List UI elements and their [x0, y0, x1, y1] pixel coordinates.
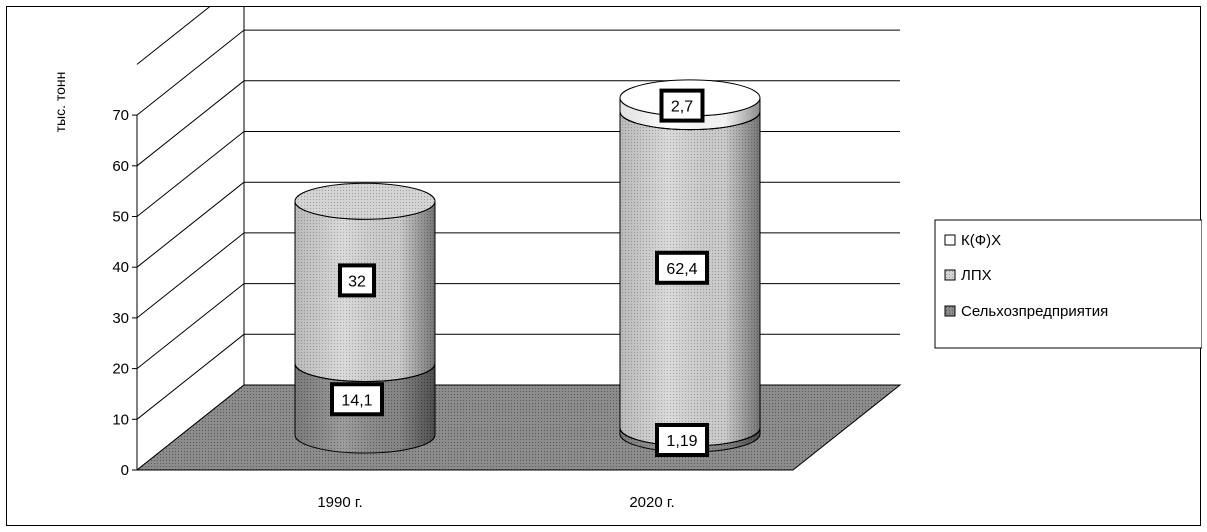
- legend-swatch-lph: [944, 269, 956, 281]
- chart-frame: 0 10 20 30 40 50 60 70 тыс. тонн 1990 г. 2020 г…: [6, 6, 1202, 526]
- legend-swatch-agro: [944, 305, 956, 317]
- legend-label-kfh: К(Ф)Х: [961, 232, 1001, 249]
- x-tick-label-1990: 1990 г.: [317, 494, 362, 511]
- chart-canvas: 0 10 20 30 40 50 60 70 тыс. тонн 1990 г. 2020 г…: [52, 7, 1202, 511]
- grid-diagonal-line: [136, 29, 245, 116]
- y-tick-label: 20: [112, 361, 129, 378]
- y-tick-label: 60: [112, 158, 129, 175]
- data-label: 32: [338, 263, 376, 298]
- x-tick-label-2020: 2020 г.: [629, 494, 674, 511]
- y-tick-label: 10: [112, 411, 129, 428]
- bar-top-cap: [294, 182, 436, 220]
- svg-text:1,19: 1,19: [666, 433, 697, 450]
- svg-text:2,7: 2,7: [671, 99, 693, 116]
- grid-diagonal-line: [136, 232, 245, 319]
- grid-diagonal-line: [136, 80, 245, 167]
- chart-floor: [135, 384, 902, 471]
- data-label: 1,19: [655, 423, 709, 457]
- y-tick-label: 70: [112, 107, 129, 124]
- axes: [136, 115, 793, 471]
- data-label: 62,4: [655, 250, 709, 285]
- svg-text:32: 32: [348, 273, 366, 290]
- legend-label-lph: ЛПХ: [961, 267, 992, 284]
- data-labels: 14,1 32 1,19 62,4 2,7: [330, 88, 709, 457]
- legend-swatch-kfh: [944, 234, 956, 246]
- y-tick-label: 30: [112, 310, 129, 327]
- data-label: 14,1: [330, 382, 384, 417]
- grid-diagonal-line: [136, 7, 211, 65]
- y-tick-label: 0: [121, 462, 129, 479]
- legend: К(Ф)Х ЛПХ Сельхозпредприятия: [934, 219, 1202, 349]
- y-tick-label: 40: [112, 259, 129, 276]
- legend-box: [934, 219, 1202, 349]
- y-axis-title: тыс. тонн: [52, 72, 68, 133]
- y-ticks: 0 10 20 30 40 50 60 70: [112, 107, 137, 479]
- grid-diagonal-line: [136, 181, 245, 268]
- legend-label-agro: Сельхозпредприятия: [961, 303, 1108, 320]
- svg-text:14,1: 14,1: [341, 392, 372, 409]
- data-label: 2,7: [659, 88, 705, 123]
- grid-diagonal-line: [136, 333, 245, 420]
- grid-diagonal-line: [136, 131, 245, 217]
- svg-text:62,4: 62,4: [666, 261, 697, 278]
- grid-diagonal-line: [136, 283, 245, 369]
- y-tick-label: 50: [112, 209, 129, 226]
